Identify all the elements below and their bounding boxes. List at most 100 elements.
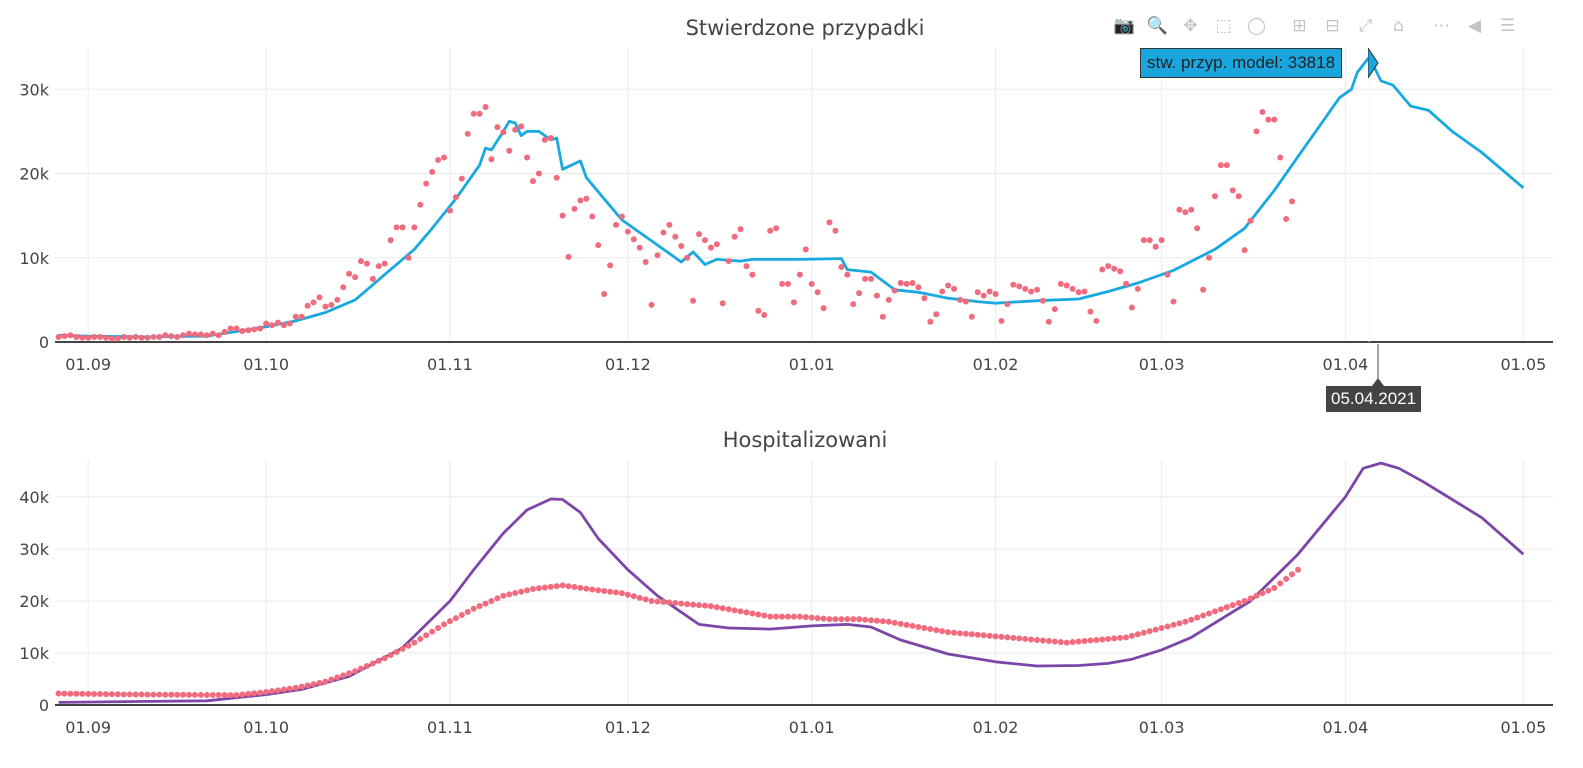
data-point <box>399 645 406 652</box>
data-point <box>286 320 293 327</box>
data-point <box>304 302 311 309</box>
data-point <box>482 600 489 607</box>
data-point <box>292 684 299 691</box>
y-tick-label: 20k <box>19 165 49 184</box>
data-point <box>850 301 857 308</box>
data-point <box>862 275 869 282</box>
y-tick-label: 10k <box>19 249 49 268</box>
data-point <box>203 332 210 339</box>
data-point <box>191 331 198 338</box>
data-point <box>832 616 839 623</box>
data-point <box>1206 610 1213 617</box>
x-tick-label: 01.04 <box>1323 718 1369 737</box>
data-point <box>263 320 270 327</box>
data-point <box>1081 288 1088 295</box>
hover-date-label: 05.04.2021 <box>1326 386 1422 412</box>
zoom-icon[interactable]: 🔍 <box>1146 16 1169 36</box>
data-point <box>773 613 780 620</box>
data-point <box>269 688 276 695</box>
data-point <box>150 691 157 698</box>
data-point <box>684 601 691 608</box>
data-point <box>138 691 145 698</box>
data-point <box>85 690 92 697</box>
hover-closest-icon[interactable]: ◀ <box>1467 16 1482 36</box>
x-tick-label: 01.12 <box>605 718 651 737</box>
data-point <box>352 274 359 281</box>
zoom-in-icon[interactable]: ⊞ <box>1292 16 1307 36</box>
zoom-out-icon[interactable]: ⊟ <box>1325 16 1340 36</box>
data-point <box>227 325 234 332</box>
data-point <box>933 311 940 318</box>
data-point <box>476 603 483 610</box>
data-point <box>1039 297 1046 304</box>
data-point <box>346 270 353 277</box>
pan-icon[interactable]: ✥ <box>1183 16 1198 36</box>
data-point <box>1200 612 1207 619</box>
data-point <box>814 615 821 622</box>
data-point <box>850 616 857 623</box>
data-point <box>553 583 560 590</box>
data-point <box>891 619 898 626</box>
data-point <box>221 328 228 335</box>
data-point <box>879 313 886 320</box>
data-point <box>607 588 614 595</box>
data-point <box>838 616 845 623</box>
data-point <box>186 330 193 337</box>
data-point <box>933 627 940 634</box>
data-point <box>802 614 809 621</box>
data-point <box>1117 634 1124 641</box>
data-point <box>962 298 969 305</box>
data-point <box>767 227 774 234</box>
reset-axes-icon[interactable]: ⌂ <box>1393 16 1404 36</box>
spike-lines-icon[interactable]: ⋯ <box>1433 16 1450 36</box>
data-point <box>274 319 281 326</box>
data-point <box>749 610 756 617</box>
data-point <box>1123 280 1130 287</box>
data-point <box>719 605 726 612</box>
data-point <box>73 333 80 340</box>
plot-panel-0: 01.09 01.10 01.11 01.12 01.01 01.02 01.03 01.04… <box>19 48 1553 374</box>
data-point <box>814 289 821 296</box>
data-point <box>239 691 246 698</box>
data-point <box>191 691 198 698</box>
data-point <box>666 221 673 228</box>
data-point <box>624 228 631 235</box>
data-point <box>209 330 216 337</box>
data-point <box>707 244 714 251</box>
data-point <box>280 322 287 329</box>
data-point <box>559 582 566 589</box>
data-point <box>411 224 418 231</box>
x-tick-label: 01.12 <box>605 355 651 374</box>
data-point <box>1028 288 1035 295</box>
autoscale-icon[interactable]: ⤢ <box>1358 16 1373 36</box>
data-point <box>684 254 691 261</box>
data-point <box>458 175 465 182</box>
data-point <box>263 688 270 695</box>
data-point <box>55 333 62 340</box>
data-point <box>725 606 732 613</box>
data-point <box>346 670 353 677</box>
camera-icon[interactable]: 📷 <box>1113 16 1136 36</box>
data-point <box>844 616 851 623</box>
data-point <box>1111 635 1118 642</box>
data-point <box>945 629 952 636</box>
data-point <box>1105 263 1112 270</box>
data-point <box>571 584 578 591</box>
data-point <box>968 631 975 638</box>
data-point <box>292 313 299 320</box>
data-point <box>1128 632 1135 639</box>
box-select-icon[interactable]: ⬚ <box>1215 16 1232 36</box>
hover-compare-icon[interactable]: ☰ <box>1499 16 1516 36</box>
data-point <box>352 668 359 675</box>
data-point <box>571 205 578 212</box>
series-line <box>58 461 1525 704</box>
data-point <box>713 604 720 611</box>
data-point <box>743 263 750 270</box>
data-point <box>648 597 655 604</box>
data-point <box>1105 635 1112 642</box>
data-point <box>452 194 459 201</box>
data-point <box>197 691 204 698</box>
data-point <box>316 294 323 301</box>
lasso-select-icon[interactable]: ◯ <box>1246 16 1267 36</box>
